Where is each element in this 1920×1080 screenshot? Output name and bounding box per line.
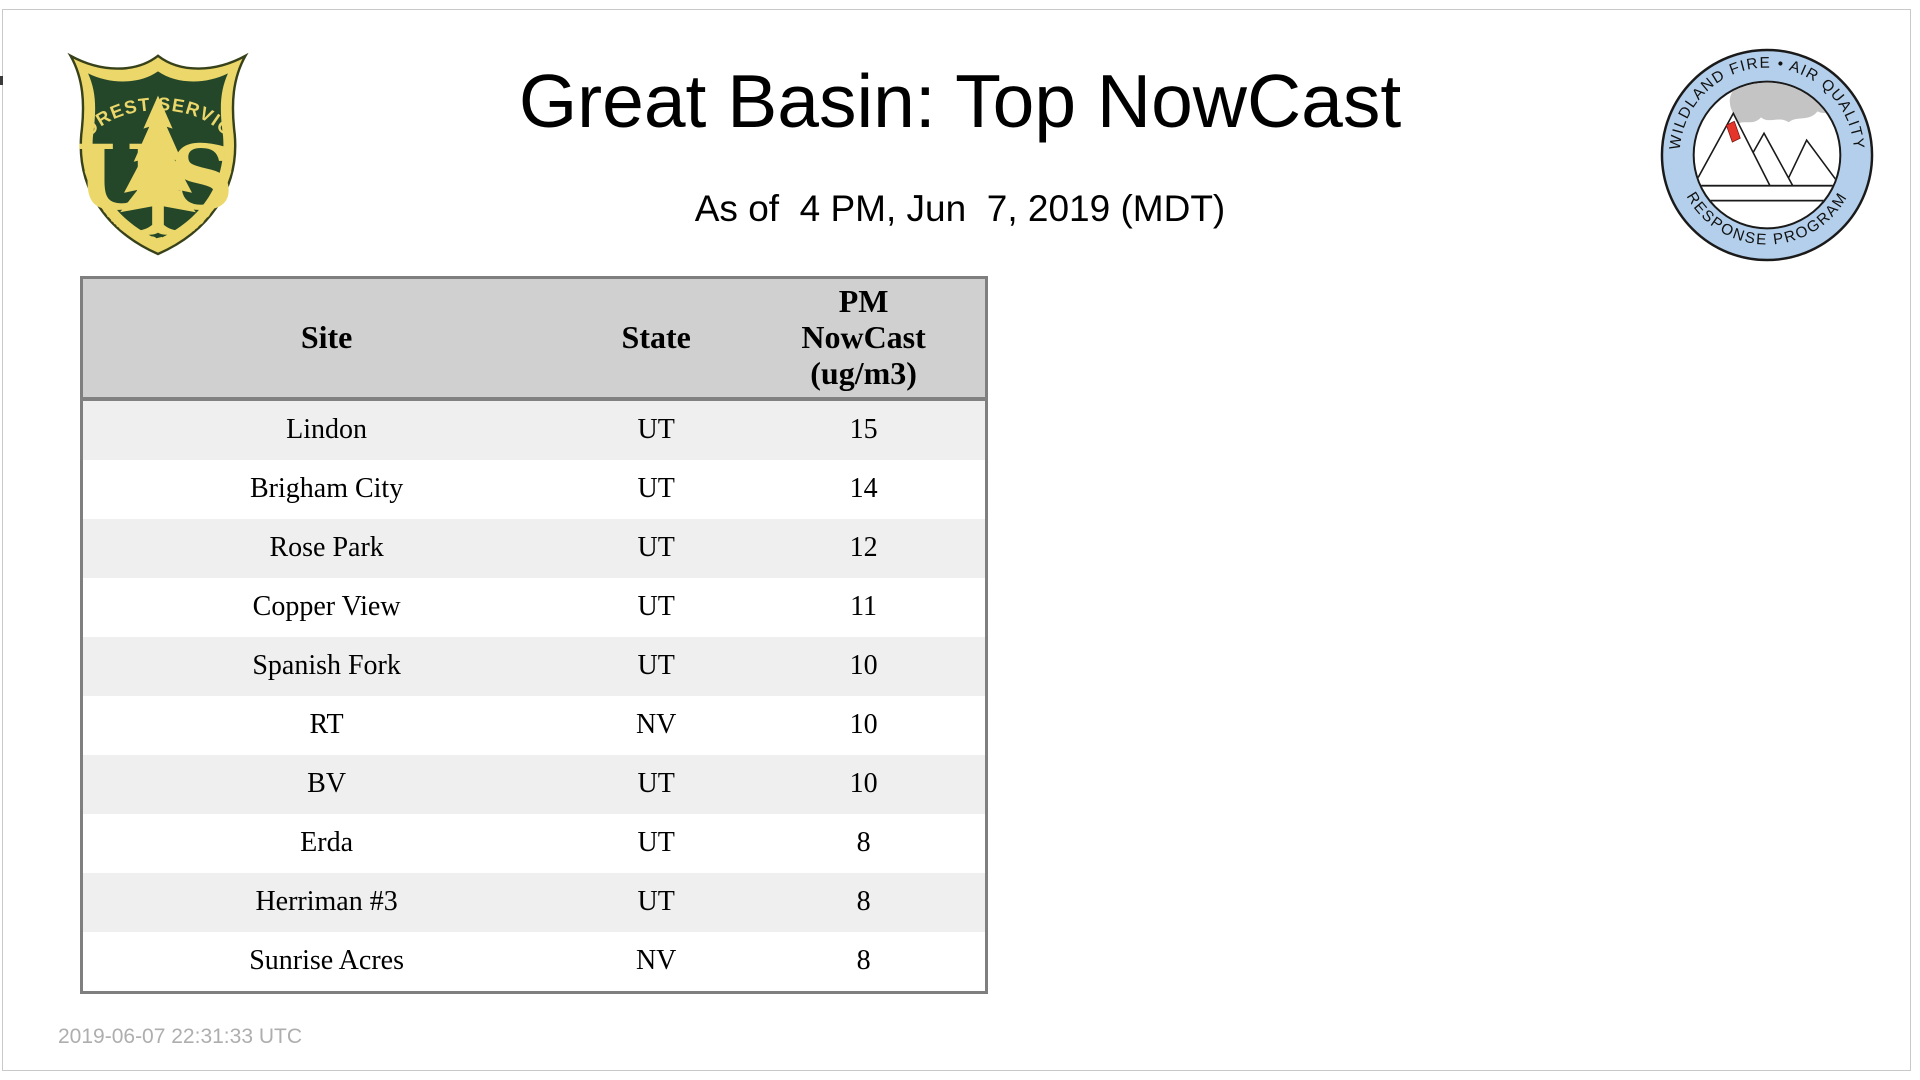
table-row: Sunrise Acres NV 8 <box>81 931 987 992</box>
table-header-row: Site State PM NowCast (ug/m3) <box>81 277 987 399</box>
pm-value-cell: 11 <box>850 591 878 622</box>
table-row: Brigham City UT 14 <box>81 459 987 519</box>
state-cell: UT <box>637 473 675 504</box>
col-header-pm-nowcast: PM NowCast (ug/m3) <box>801 283 926 391</box>
pm-value-cell: 12 <box>849 532 878 563</box>
state-cell: UT <box>637 532 675 563</box>
site-cell: Copper View <box>252 591 401 622</box>
state-cell: UT <box>637 827 675 858</box>
pm-value-cell: 14 <box>849 473 878 504</box>
state-cell: UT <box>637 768 675 799</box>
pine-tree-icon <box>120 95 196 235</box>
pm-value-cell: 10 <box>849 768 878 799</box>
pm-value-cell: 8 <box>856 886 871 917</box>
forest-service-logo: FOREST SERVICE U S DEPARTMENT OF AGRICUL… <box>56 42 249 256</box>
state-cell: UT <box>637 414 675 445</box>
pm-value-cell: 8 <box>856 827 871 858</box>
air-quality-program-logo: WILDLAND FIRE • AIR QUALITY RESPONSE PRO… <box>1660 48 1874 262</box>
col-header-site: Site <box>300 318 353 355</box>
site-cell: Erda <box>300 827 354 858</box>
table-row: Rose Park UT 12 <box>81 518 987 578</box>
site-cell: RT <box>309 709 344 740</box>
state-cell: NV <box>635 945 677 976</box>
pm-value-cell: 10 <box>849 709 878 740</box>
table-body: Lindon UT 15 Brigham City UT 14 Rose Par… <box>81 398 987 992</box>
site-cell: BV <box>307 768 347 799</box>
state-cell: NV <box>635 709 677 740</box>
page-title: Great Basin: Top NowCast <box>518 59 1402 143</box>
table-row: RT NV 10 <box>81 695 987 755</box>
nowcast-table: Site State PM NowCast (ug/m3) Lindon UT … <box>80 276 988 994</box>
generation-timestamp: 2019-06-07 22:31:33 UTC <box>58 1025 302 1048</box>
state-cell: UT <box>637 886 675 917</box>
col-header-state: State <box>621 318 691 355</box>
site-cell: Rose Park <box>269 532 384 563</box>
table-row: Lindon UT 15 <box>81 398 987 460</box>
table-row: Herriman #3 UT 8 <box>81 872 987 932</box>
pm-value-cell: 8 <box>856 945 871 976</box>
edge-artifact <box>0 76 3 85</box>
site-cell: Herriman #3 <box>255 886 398 917</box>
pm-value-cell: 10 <box>849 650 878 681</box>
site-cell: Sunrise Acres <box>249 945 404 976</box>
state-cell: UT <box>637 650 675 681</box>
table-row: Erda UT 8 <box>81 813 987 873</box>
table-row: Spanish Fork UT 10 <box>81 636 987 696</box>
page-subtitle: As of 4 PM, Jun 7, 2019 (MDT) <box>694 188 1226 229</box>
fire-icon <box>1725 120 1741 143</box>
table-row: Copper View UT 11 <box>81 577 987 637</box>
site-cell: Brigham City <box>249 473 404 504</box>
pm-value-cell: 15 <box>849 414 878 445</box>
site-cell: Lindon <box>286 414 368 445</box>
state-cell: UT <box>637 591 675 622</box>
table-row: BV UT 10 <box>81 754 987 814</box>
site-cell: Spanish Fork <box>252 650 401 681</box>
table-header: Site State PM NowCast (ug/m3) <box>81 277 987 399</box>
